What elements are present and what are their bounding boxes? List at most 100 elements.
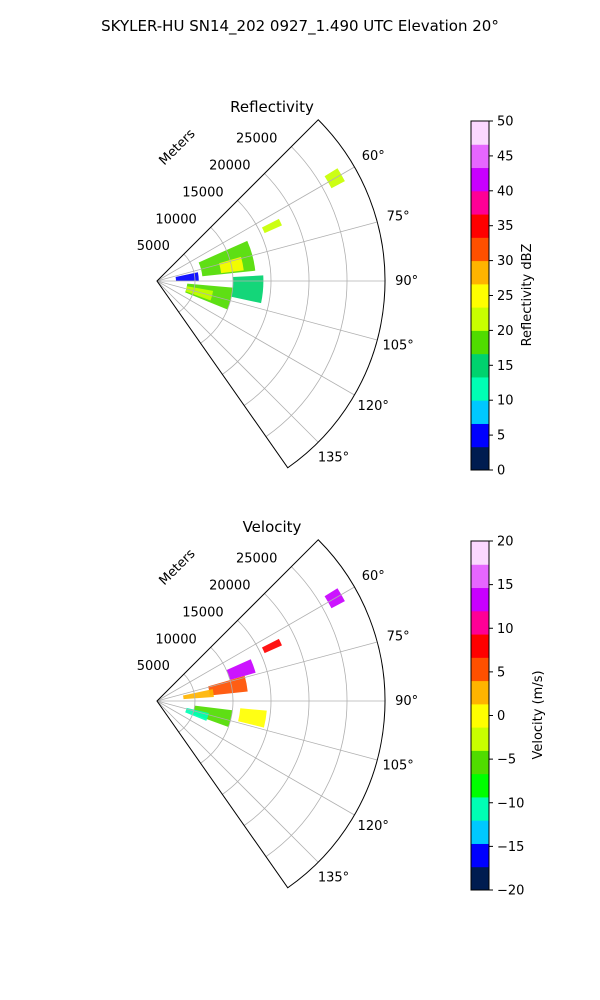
azimuth-tick-label: 75°: [387, 629, 410, 644]
echo-cell: [185, 707, 209, 721]
colorbar-tick-label: 20: [497, 535, 514, 550]
colorbar-label: Velocity (m/s): [531, 670, 546, 759]
colorbar-swatch: [471, 283, 489, 308]
azimuth-spoke: [156, 700, 378, 761]
colorbar-swatch: [471, 634, 489, 658]
echo-cell: [192, 705, 233, 727]
echo-cell: [238, 708, 267, 728]
azimuth-tick-label: 135°: [318, 871, 349, 886]
colorbar-swatch: [471, 353, 489, 378]
azimuth-tick-label: 60°: [362, 149, 385, 164]
colorbar-swatch: [471, 843, 489, 868]
azimuth-spoke: [156, 641, 378, 702]
azimuth-tick-label: 135°: [318, 451, 349, 466]
colorbar-swatch: [471, 541, 489, 565]
colorbar-tick-label: 0: [497, 709, 505, 724]
polar-plot: 5000 10000 15000 20000 25000 60° 75° 90° 105° 120…: [137, 119, 418, 469]
reflectivity-panel: Reflectivity Meters 5000 10000 15000 20000 2…: [137, 98, 535, 479]
range-ring: [243, 593, 310, 826]
sector-frame: [156, 539, 386, 889]
colorbar-swatch: [471, 330, 489, 355]
range-tick-label: 25000: [236, 552, 277, 567]
colorbar-tick-label: 20: [497, 324, 514, 339]
azimuth-tick-label: 105°: [382, 759, 413, 774]
colorbar-tick-label: 10: [497, 394, 514, 409]
range-tick-label: 15000: [182, 605, 223, 620]
colorbar-tick-label: 15: [497, 359, 514, 374]
azimuth-spoke: [156, 700, 355, 816]
colorbar-tick-label: −15: [497, 840, 524, 855]
range-axis-label: Meters: [157, 126, 199, 168]
azimuth-spoke: [156, 280, 378, 341]
colorbar-tick-label: 10: [497, 622, 514, 637]
range-tick-label: 20000: [209, 159, 250, 174]
range-tick-label: 20000: [209, 579, 250, 594]
colorbar-swatch: [471, 121, 489, 145]
colorbar-swatch: [471, 144, 489, 169]
sector-frame: [156, 119, 386, 469]
colorbar-swatch: [471, 773, 489, 798]
range-ring: [178, 253, 196, 313]
range-tick-label: 5000: [137, 239, 170, 254]
range-tick-label: 10000: [155, 212, 196, 227]
colorbar-tick-label: 35: [497, 219, 514, 234]
range-tick-label: 25000: [236, 132, 277, 147]
azimuth-tick-label: 90°: [395, 694, 418, 709]
colorbar-swatch: [471, 190, 489, 215]
colorbar-swatch: [471, 214, 489, 238]
polar-plot: 5000 10000 15000 20000 25000 60° 75° 90° 105° 120…: [137, 539, 418, 889]
azimuth-spoke: [156, 221, 378, 282]
range-tick-label: 5000: [137, 659, 170, 674]
figure-title: SKYLER-HU SN14_202 0927_1.490 UTC Elevat…: [101, 17, 499, 36]
echo-cell: [185, 286, 214, 301]
panel-title: Velocity: [243, 518, 302, 536]
colorbar-swatch: [471, 657, 489, 682]
colorbar-swatch: [471, 260, 489, 285]
colorbar: 0 5 10 15 20 25 30 35 40 45 50: [470, 115, 514, 479]
echo-cell: [261, 218, 282, 234]
colorbar-swatch: [471, 587, 489, 612]
azimuth-tick-label: 120°: [358, 399, 389, 414]
azimuth-tick-label: 60°: [362, 569, 385, 584]
colorbar-tick-label: 0: [497, 464, 505, 479]
colorbar: −20 −15 −10 −5 0 5 10 15 20: [470, 535, 524, 899]
colorbar-tick-label: 45: [497, 149, 514, 164]
velocity-panel: Velocity Meters 5000 10000 15000 20000 25000…: [137, 518, 546, 899]
azimuth-spoke: [156, 166, 355, 282]
range-ring: [222, 620, 272, 795]
range-ring: [200, 226, 234, 344]
colorbar-swatch: [471, 446, 489, 471]
azimuth-spoke: [156, 700, 319, 863]
colorbar-swatch: [471, 750, 489, 775]
range-ring: [178, 673, 196, 733]
azimuth-spoke: [156, 280, 319, 443]
colorbar-tick-label: 30: [497, 254, 514, 269]
echo-cell: [231, 275, 264, 304]
colorbar-swatch: [471, 423, 489, 448]
colorbar-swatch: [471, 564, 489, 589]
colorbar-tick-label: 25: [497, 289, 514, 304]
range-ring: [200, 646, 234, 764]
colorbar-swatch: [471, 376, 489, 401]
range-ring: [222, 200, 272, 375]
azimuth-spoke: [156, 280, 355, 396]
echo-cell: [261, 638, 282, 654]
azimuth-tick-label: 75°: [387, 209, 410, 224]
colorbar-swatch: [471, 610, 489, 635]
colorbar-swatch: [471, 307, 489, 331]
colorbar-tick-label: 50: [497, 115, 514, 130]
panel-title: Reflectivity: [230, 98, 314, 116]
colorbar-swatch: [471, 167, 489, 192]
colorbar-tick-label: 5: [497, 429, 505, 444]
colorbar-tick-label: −5: [497, 753, 516, 768]
colorbar-tick-label: −10: [497, 796, 524, 811]
colorbar-swatch: [471, 400, 489, 424]
azimuth-spoke: [156, 586, 355, 702]
colorbar-label: Reflectivity dBZ: [520, 244, 535, 347]
colorbar-tick-label: −20: [497, 884, 524, 899]
colorbar-swatch: [471, 866, 489, 891]
azimuth-tick-label: 105°: [382, 339, 413, 354]
echo-cell: [226, 659, 256, 681]
